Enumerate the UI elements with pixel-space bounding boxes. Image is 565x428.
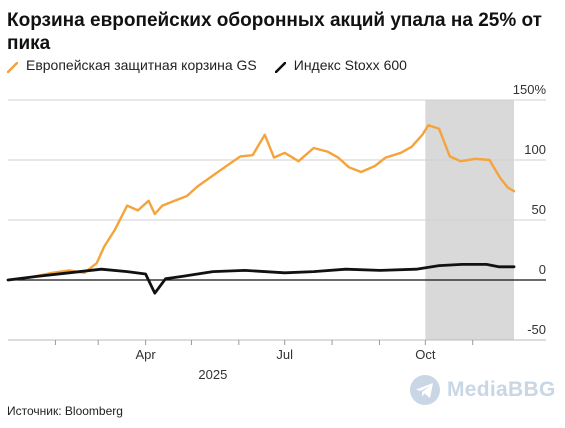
y-tick-label: 0 bbox=[539, 262, 546, 277]
source-note: Источник: Bloomberg bbox=[7, 404, 123, 418]
legend: Европейская защитная корзина GS Индекс S… bbox=[6, 57, 425, 73]
telegram-icon bbox=[410, 375, 440, 405]
legend-label-stoxx600: Индекс Stoxx 600 bbox=[293, 57, 407, 73]
x-tick-label: Oct bbox=[415, 347, 436, 362]
y-tick-label: -50 bbox=[527, 322, 546, 337]
x-tick-label: Jul bbox=[276, 347, 293, 362]
y-tick-label: 150% bbox=[513, 82, 547, 97]
legend-swatch-stoxx600 bbox=[274, 60, 287, 73]
x-year-label: 2025 bbox=[198, 367, 227, 382]
y-tick-label: 50 bbox=[532, 202, 546, 217]
legend-item-gs-basket: Европейская защитная корзина GS bbox=[6, 57, 257, 73]
chart-title: Корзина европейских оборонных акций упал… bbox=[7, 10, 542, 54]
y-tick-label: 100 bbox=[524, 142, 546, 157]
x-tick-label: Apr bbox=[135, 347, 156, 362]
legend-label-gs-basket: Европейская защитная корзина GS bbox=[26, 57, 257, 73]
watermark: MediaBBG bbox=[409, 374, 556, 406]
legend-item-stoxx600: Индекс Stoxx 600 bbox=[274, 57, 407, 73]
legend-swatch-gs-basket bbox=[6, 60, 19, 73]
series-line-stoxx600 bbox=[6, 262, 516, 295]
watermark-text: MediaBBG bbox=[447, 378, 556, 401]
series-line-gs-basket bbox=[6, 123, 516, 282]
